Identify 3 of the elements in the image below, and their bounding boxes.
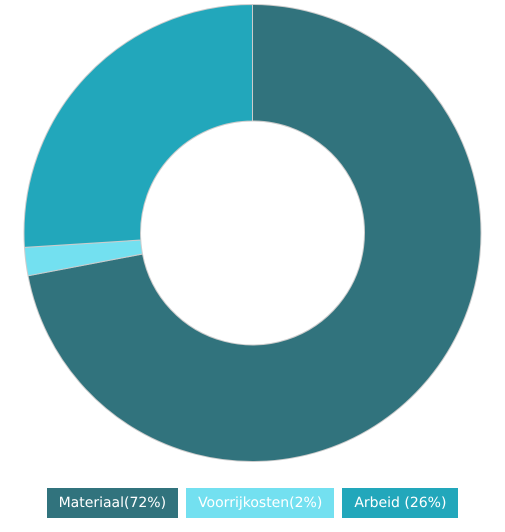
legend-label: Voorrijkosten(2%) [198,488,334,518]
legend-label: Arbeid (26%) [354,488,458,518]
legend-label: Materiaal(72%) [58,488,178,518]
